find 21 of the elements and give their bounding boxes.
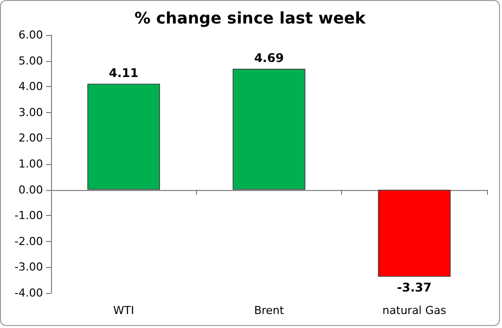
data-label: -3.37 xyxy=(397,280,432,295)
y-tick-label: 5.00 xyxy=(18,54,43,68)
y-tick-label: 6.00 xyxy=(18,28,43,42)
x-tick-label: WTI xyxy=(113,304,134,317)
x-tick-label: Brent xyxy=(254,304,285,317)
bar xyxy=(87,84,160,190)
y-tick-label: 0.00 xyxy=(18,183,43,196)
y-tick-label: -3.00 xyxy=(14,260,43,274)
y-tick-label: 2.00 xyxy=(18,132,43,145)
y-tick-label: 4.00 xyxy=(18,80,43,94)
y-tick-label: -2.00 xyxy=(14,234,43,248)
y-tick-label: 1.00 xyxy=(18,158,43,170)
x-tick-label: natural Gas xyxy=(382,304,447,317)
bar xyxy=(232,68,306,190)
bar xyxy=(378,190,451,277)
data-label: 4.11 xyxy=(108,66,138,80)
y-tick-label: 3.00 xyxy=(18,106,43,119)
y-tick-label: -4.00 xyxy=(14,286,43,300)
data-label: 4.69 xyxy=(254,50,284,65)
chart-title: % change since last week xyxy=(134,8,366,28)
y-tick-label: -1.00 xyxy=(14,209,43,222)
